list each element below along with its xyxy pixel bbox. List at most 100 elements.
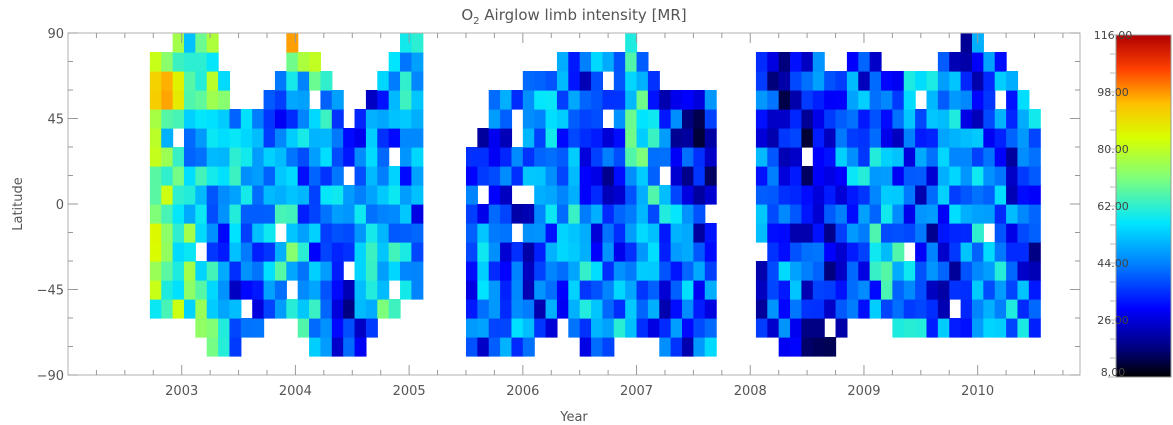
heatmap-cell: [755, 318, 768, 338]
heatmap-cell: [534, 299, 547, 319]
heatmap-cell: [602, 280, 615, 300]
heatmap-cell: [591, 185, 604, 205]
heatmap-cell: [488, 147, 501, 167]
heatmap-cell: [263, 242, 276, 262]
heatmap-cell: [1017, 166, 1030, 186]
heatmap-cell: [331, 90, 344, 110]
heatmap-cell: [971, 109, 984, 129]
heatmap-cell: [477, 337, 490, 357]
heatmap-cell: [659, 90, 672, 110]
heatmap-cell: [835, 299, 848, 319]
heatmap-cell: [926, 147, 939, 167]
heatmap-cell: [625, 185, 638, 205]
heatmap-cell: [500, 242, 513, 262]
heatmap-cell: [858, 299, 871, 319]
heatmap-cell: [812, 71, 825, 91]
heatmap-cell: [252, 204, 265, 224]
heatmap-cell: [636, 318, 649, 338]
heatmap-cell: [602, 204, 615, 224]
heatmap-cell: [206, 204, 219, 224]
heatmap-cell: [218, 166, 231, 186]
heatmap-cell: [354, 204, 367, 224]
heatmap-cell: [297, 147, 310, 167]
heatmap-cell: [625, 223, 638, 243]
heatmap-cell: [240, 223, 253, 243]
heatmap-cell: [1006, 242, 1019, 262]
heatmap-cell: [1006, 280, 1019, 300]
heatmap-cell: [388, 166, 401, 186]
heatmap-cell: [411, 33, 424, 53]
heatmap-cell: [286, 128, 299, 148]
heatmap-cell: [500, 166, 513, 186]
heatmap-cell: [488, 337, 501, 357]
heatmap-cell: [659, 242, 672, 262]
heatmap-cell: [801, 204, 814, 224]
heatmap-cell: [915, 299, 928, 319]
heatmap-cell: [320, 318, 333, 338]
heatmap-cell: [926, 109, 939, 129]
heatmap-cell: [331, 147, 344, 167]
heatmap-cell: [858, 128, 871, 148]
heatmap-cell: [903, 109, 916, 129]
heatmap-cell: [411, 261, 424, 281]
heatmap-cell: [625, 166, 638, 186]
heatmap-cell: [297, 261, 310, 281]
heatmap-cell: [647, 128, 660, 148]
heatmap-cell: [960, 299, 973, 319]
heatmap-cell: [274, 280, 287, 300]
heatmap-cell: [218, 71, 231, 91]
heatmap-cell: [926, 90, 939, 110]
heatmap-cell: [960, 128, 973, 148]
heatmap-cell: [511, 147, 524, 167]
heatmap-cell: [670, 147, 683, 167]
heatmap-cell: [835, 166, 848, 186]
heatmap-cell: [960, 318, 973, 338]
heatmap-cell: [411, 90, 424, 110]
heatmap-cell: [545, 242, 558, 262]
heatmap-cell: [252, 147, 265, 167]
x-tick-label: 2008: [734, 384, 767, 399]
heatmap-cell: [488, 299, 501, 319]
heatmap-cell: [704, 261, 717, 281]
heatmap-cell: [591, 52, 604, 72]
heatmap-cell: [835, 71, 848, 91]
heatmap-cell: [778, 166, 791, 186]
heatmap-cell: [892, 109, 905, 129]
heatmap-cell: [206, 166, 219, 186]
heatmap-cell: [556, 299, 569, 319]
heatmap-cell: [534, 166, 547, 186]
heatmap-cell: [869, 90, 882, 110]
heatmap-cell: [388, 242, 401, 262]
heatmap-cell: [411, 223, 424, 243]
heatmap-cell: [869, 71, 882, 91]
heatmap-cell: [949, 242, 962, 262]
heatmap-cell: [767, 185, 780, 205]
heatmap-cell: [183, 128, 196, 148]
heatmap-cell: [465, 147, 478, 167]
heatmap-cell: [286, 109, 299, 129]
heatmap-cell: [778, 242, 791, 262]
heatmap-cell: [1017, 109, 1030, 129]
heatmap-cell: [377, 223, 390, 243]
heatmap-cell: [511, 261, 524, 281]
heatmap-cell: [545, 261, 558, 281]
heatmap-cell: [195, 318, 208, 338]
heatmap-cell: [704, 299, 717, 319]
heatmap-cell: [388, 204, 401, 224]
heatmap-cell: [801, 261, 814, 281]
heatmap-cell: [183, 147, 196, 167]
heatmap-cell: [869, 261, 882, 281]
heatmap-cell: [767, 128, 780, 148]
heatmap-cell: [556, 185, 569, 205]
heatmap-cell: [801, 166, 814, 186]
heatmap-cell: [846, 185, 859, 205]
heatmap-cell: [949, 128, 962, 148]
heatmap-cell: [465, 299, 478, 319]
heatmap-cell: [354, 223, 367, 243]
heatmap-cell: [511, 90, 524, 110]
heatmap-cell: [488, 204, 501, 224]
heatmap-cell: [252, 128, 265, 148]
heatmap-cell: [846, 242, 859, 262]
heatmap-cell: [568, 318, 581, 338]
heatmap-cell: [534, 147, 547, 167]
